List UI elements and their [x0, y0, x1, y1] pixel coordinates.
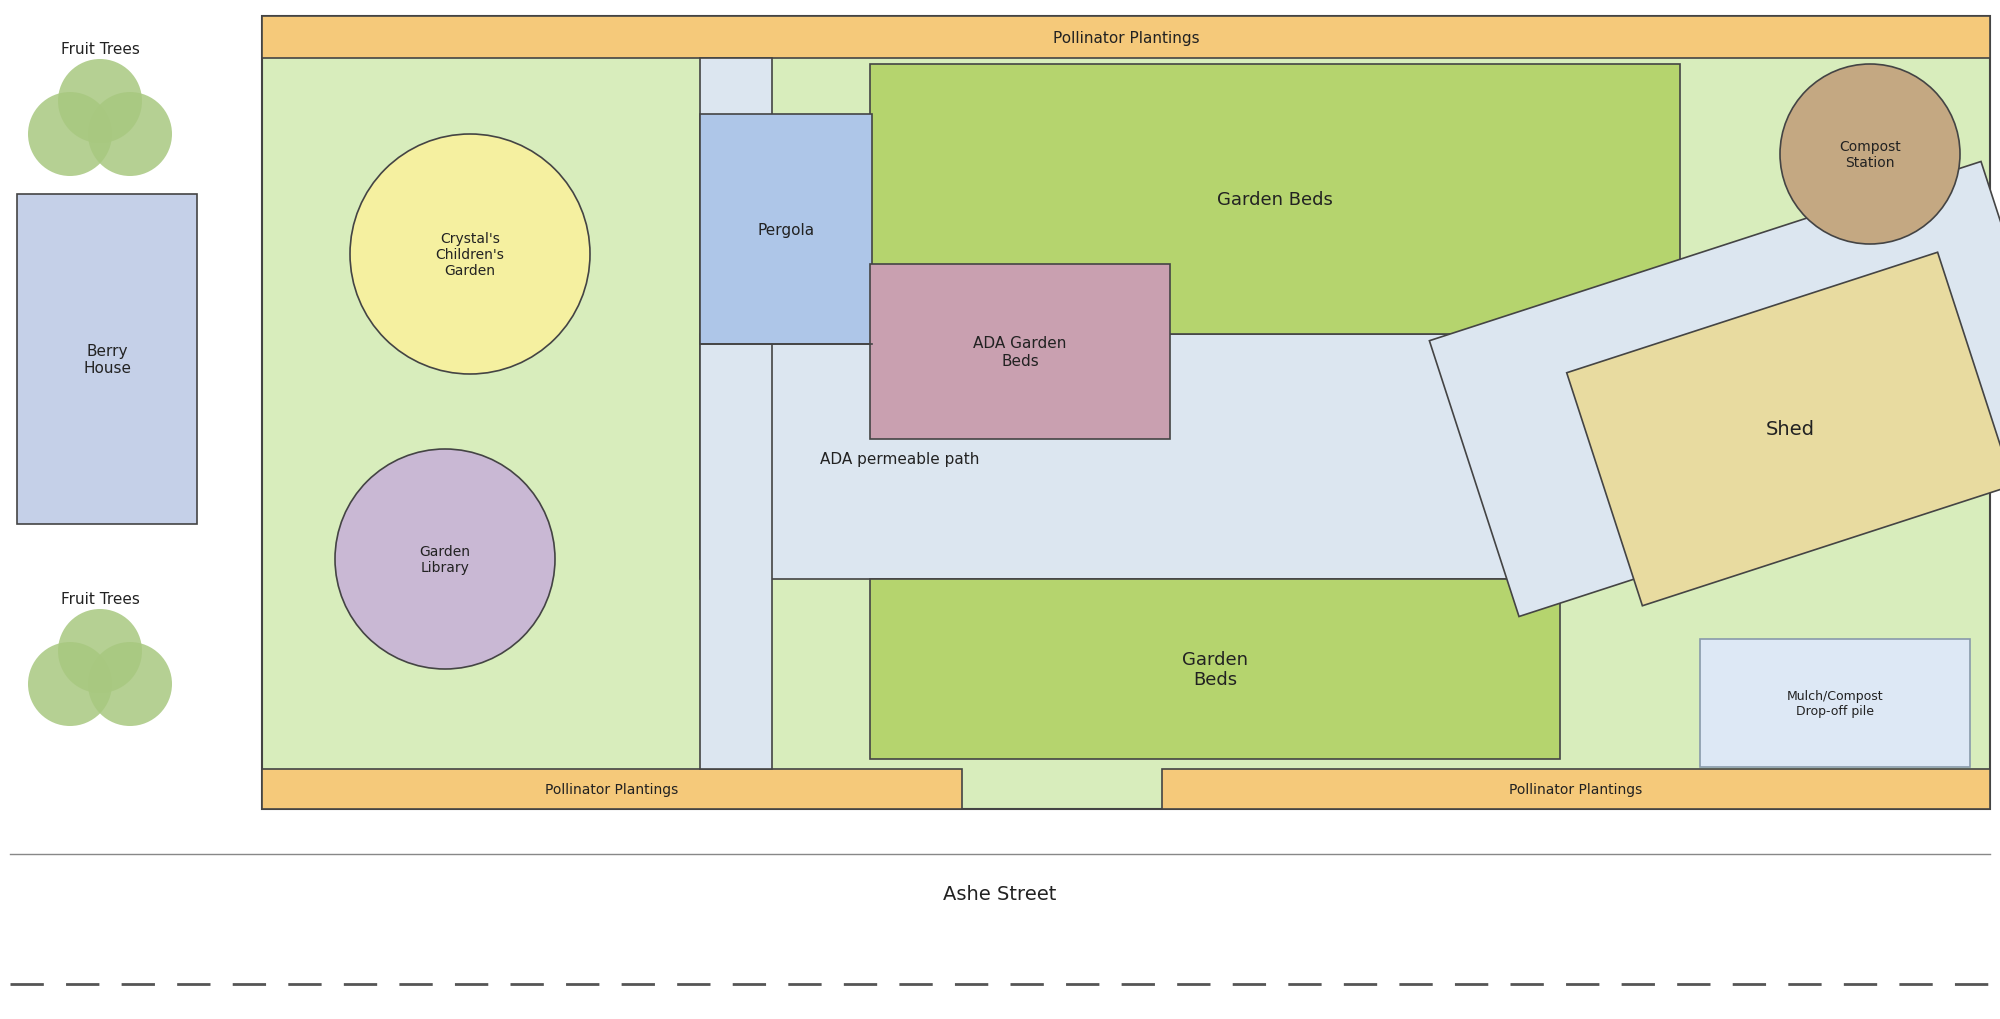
Text: Pollinator Plantings: Pollinator Plantings — [546, 783, 678, 796]
Bar — [700, 115, 872, 344]
Bar — [1162, 769, 1990, 809]
Circle shape — [88, 642, 172, 727]
Text: Garden
Beds: Garden Beds — [1182, 650, 1248, 689]
Circle shape — [28, 642, 112, 727]
Bar — [870, 265, 1170, 439]
Bar — [1430, 162, 2000, 616]
Text: Ashe Street: Ashe Street — [944, 884, 1056, 904]
Text: Garden
Library: Garden Library — [420, 544, 470, 575]
Text: Mulch/Compost
Drop-off pile: Mulch/Compost Drop-off pile — [1786, 689, 1884, 717]
Bar — [1566, 253, 2000, 606]
Text: ADA permeable path: ADA permeable path — [820, 452, 980, 467]
Circle shape — [336, 449, 556, 669]
Bar — [262, 769, 962, 809]
Circle shape — [1780, 65, 1960, 245]
Circle shape — [58, 609, 142, 693]
Text: Shed: Shed — [1766, 420, 1814, 439]
Text: Berry
House: Berry House — [84, 343, 132, 376]
Text: Fruit Trees: Fruit Trees — [60, 592, 140, 607]
Text: Garden Beds: Garden Beds — [1218, 191, 1332, 209]
Circle shape — [350, 135, 590, 375]
Bar — [870, 580, 1560, 759]
Bar — [262, 17, 1990, 59]
Bar — [700, 59, 772, 769]
Circle shape — [28, 93, 112, 177]
Bar — [870, 65, 1680, 334]
Bar — [18, 195, 198, 525]
Circle shape — [88, 93, 172, 177]
Text: ADA Garden
Beds: ADA Garden Beds — [974, 336, 1066, 368]
Polygon shape — [700, 334, 1990, 580]
Bar — [262, 17, 1990, 809]
Text: Pollinator Plantings: Pollinator Plantings — [1052, 31, 1200, 46]
Text: Fruit Trees: Fruit Trees — [60, 43, 140, 57]
Text: Compost
Station: Compost Station — [1840, 140, 1900, 170]
Text: Crystal's
Children's
Garden: Crystal's Children's Garden — [436, 231, 504, 278]
Text: Pergola: Pergola — [758, 222, 814, 237]
Circle shape — [58, 60, 142, 144]
Text: Pollinator Plantings: Pollinator Plantings — [1510, 783, 1642, 796]
Bar — [1700, 639, 1970, 767]
